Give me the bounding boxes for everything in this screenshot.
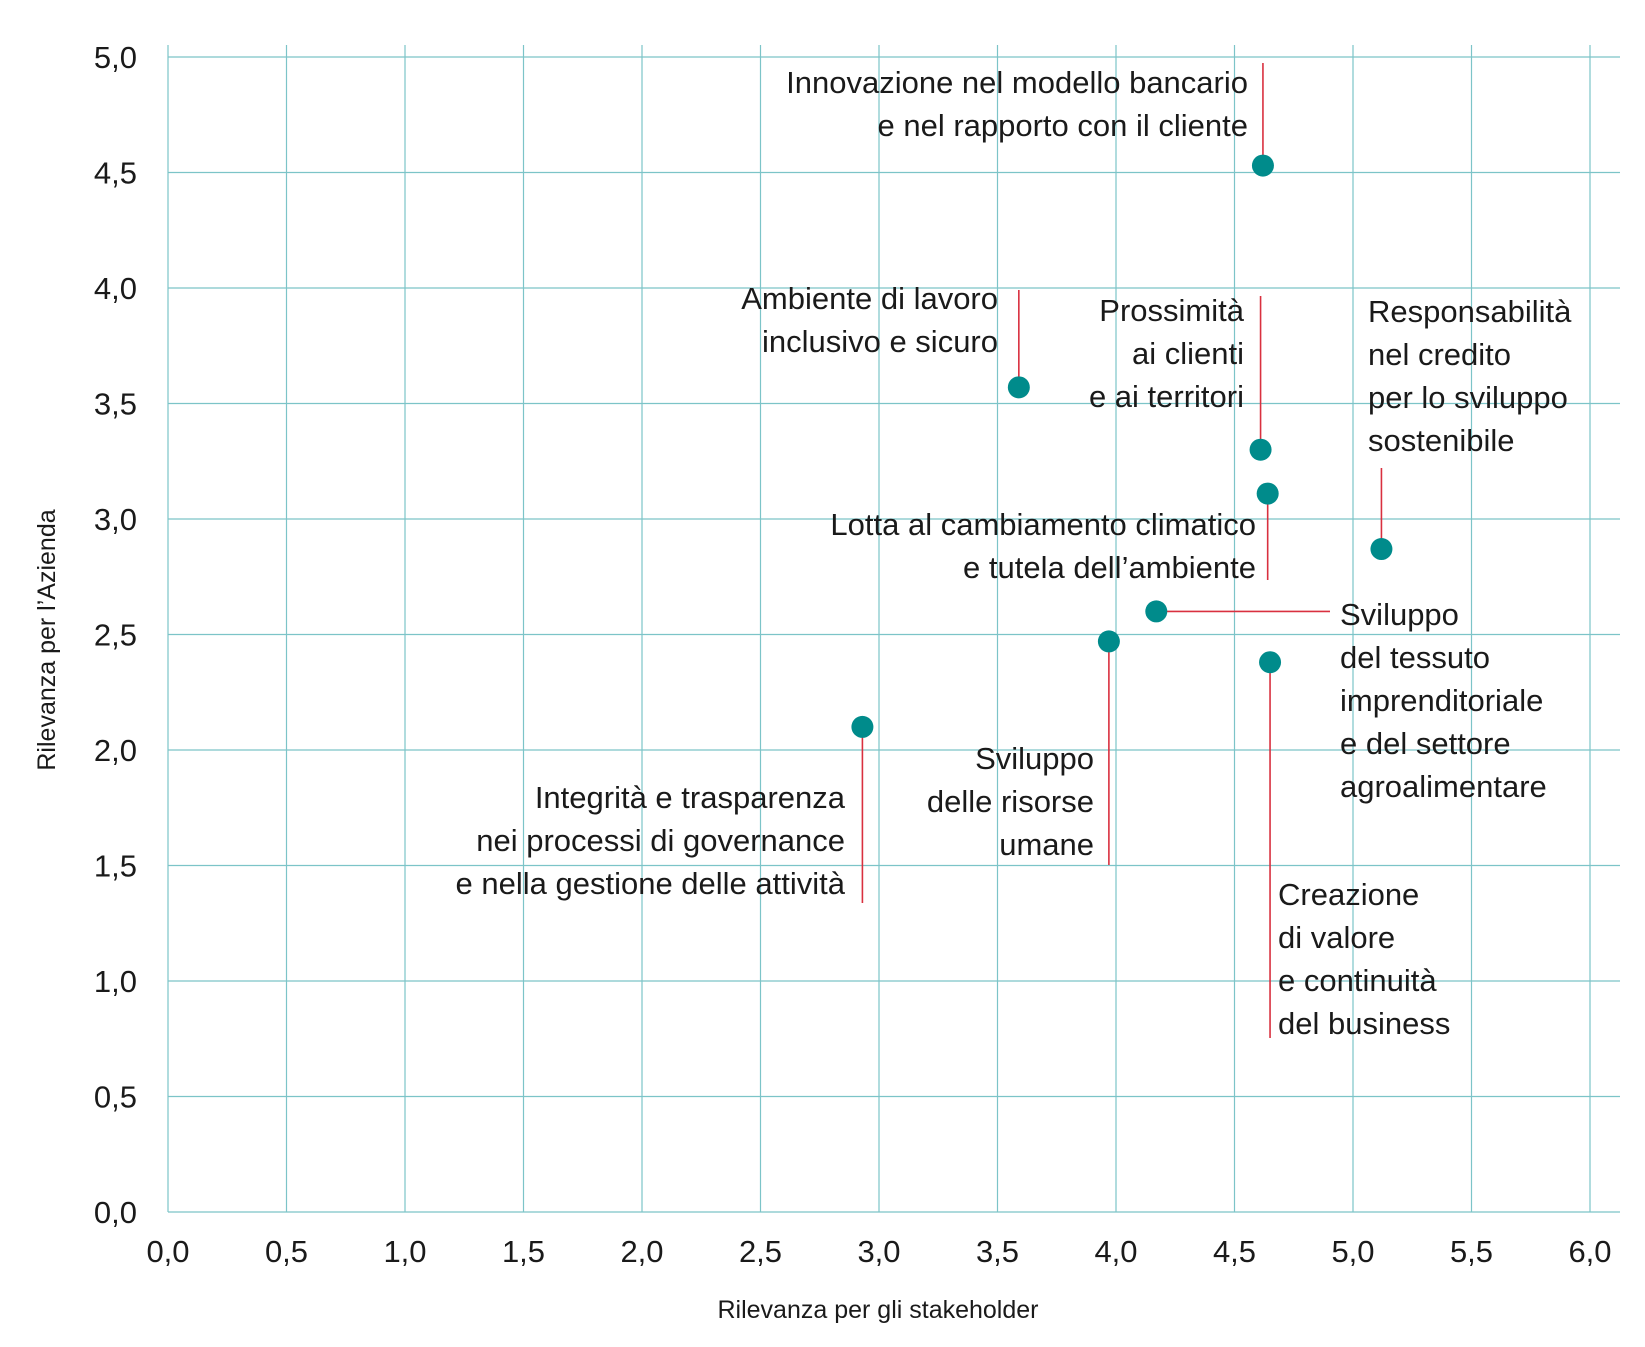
point-label-line: Responsabilità xyxy=(1368,294,1572,329)
point-label-line: sostenibile xyxy=(1368,423,1514,458)
y-axis-ticks: 0,0 0,5 1,0 1,5 2,0 2,5 3,0 3,5 4,0 4,5 5,0 xyxy=(94,40,137,1230)
y-tick-label: 4,5 xyxy=(94,156,137,191)
point-label: Creazione di valore e continuità del busine… xyxy=(1278,877,1450,1041)
point-label-line: agroalimentare xyxy=(1340,769,1547,804)
point-label-line: Sviluppo xyxy=(1340,597,1459,632)
point-label-line: nei processi di governance xyxy=(476,823,845,858)
data-point xyxy=(1259,651,1282,674)
point-label-line: e tutela dell’ambiente xyxy=(963,550,1256,585)
x-tick-label: 4,5 xyxy=(1213,1234,1256,1269)
y-tick-label: 4,0 xyxy=(94,271,137,306)
x-tick-label: 0,0 xyxy=(146,1234,189,1269)
x-tick-label: 0,5 xyxy=(265,1234,308,1269)
point-label-line: nel credito xyxy=(1368,337,1511,372)
x-tick-label: 6,0 xyxy=(1568,1234,1611,1269)
y-axis-title: Rilevanza per l’Azienda xyxy=(33,509,61,770)
point-label: Lotta al cambiamento climatico e tutela d… xyxy=(830,507,1256,585)
data-point xyxy=(1256,482,1279,505)
point-label-line: Creazione xyxy=(1278,877,1419,912)
x-axis-ticks: 0,0 0,5 1,0 1,5 2,0 2,5 3,0 3,5 4,0 4,5 5,0 5,5 6,0 xyxy=(146,1234,1611,1269)
point-label-line: Lotta al cambiamento climatico xyxy=(830,507,1256,542)
point-label-line: del business xyxy=(1278,1006,1450,1041)
y-tick-label: 1,0 xyxy=(94,964,137,999)
data-point xyxy=(1145,600,1168,623)
point-label-line: Innovazione nel modello bancario xyxy=(786,65,1248,100)
point-label: Prossimità ai clienti e ai territori xyxy=(1089,293,1245,414)
point-label-line: di valore xyxy=(1278,920,1395,955)
point-label-line: Ambiente di lavoro xyxy=(741,281,998,316)
point-label-line: ai clienti xyxy=(1132,336,1244,371)
y-tick-label: 2,5 xyxy=(94,618,137,653)
point-label-line: e del settore xyxy=(1340,726,1511,761)
point-label-line: del tessuto xyxy=(1340,640,1490,675)
grid xyxy=(167,45,1620,1213)
data-point xyxy=(1249,438,1272,461)
point-label-line: e nel rapporto con il cliente xyxy=(877,108,1248,143)
x-tick-label: 2,0 xyxy=(620,1234,663,1269)
point-label-line: imprenditoriale xyxy=(1340,683,1543,718)
data-point xyxy=(1370,538,1393,561)
point-label: Integrità e trasparenza nei processi di g… xyxy=(456,780,846,901)
y-tick-label: 2,0 xyxy=(94,733,137,768)
point-label: Sviluppo del tessuto imprenditoriale e del … xyxy=(1340,597,1547,804)
x-tick-label: 3,0 xyxy=(857,1234,900,1269)
point-label-line: inclusivo e sicuro xyxy=(762,324,998,359)
point-label: Ambiente di lavoro inclusivo e sicuro xyxy=(741,281,998,359)
x-tick-label: 3,5 xyxy=(976,1234,1019,1269)
y-tick-label: 3,5 xyxy=(94,387,137,422)
data-point xyxy=(851,715,874,738)
x-tick-label: 1,5 xyxy=(502,1234,545,1269)
point-label: Responsabilità nel credito per lo sviluppo… xyxy=(1368,294,1572,458)
point-label-line: Prossimità xyxy=(1099,293,1244,328)
x-tick-label: 5,0 xyxy=(1331,1234,1374,1269)
x-tick-label: 5,5 xyxy=(1450,1234,1493,1269)
point-label-line: delle risorse xyxy=(927,784,1094,819)
data-point xyxy=(1007,376,1030,399)
x-tick-label: 2,5 xyxy=(739,1234,782,1269)
x-tick-label: 1,0 xyxy=(383,1234,426,1269)
y-tick-label: 0,5 xyxy=(94,1080,137,1115)
x-axis-title: Rilevanza per gli stakeholder xyxy=(717,1296,1038,1324)
point-label-line: e continuità xyxy=(1278,963,1437,998)
y-tick-label: 0,0 xyxy=(94,1195,137,1230)
y-tick-label: 1,5 xyxy=(94,849,137,884)
data-point xyxy=(1251,154,1274,177)
data-points xyxy=(851,154,1393,738)
x-tick-label: 4,0 xyxy=(1094,1234,1137,1269)
point-label-line: e nella gestione delle attività xyxy=(456,866,846,901)
data-point xyxy=(1097,630,1120,653)
y-tick-label: 3,0 xyxy=(94,502,137,537)
point-labels: Innovazione nel modello bancario e nel ra… xyxy=(456,65,1573,1041)
point-label-line: Sviluppo xyxy=(975,741,1094,776)
point-label-line: Integrità e trasparenza xyxy=(535,780,846,815)
point-label: Innovazione nel modello bancario e nel ra… xyxy=(786,65,1248,143)
point-label-line: per lo sviluppo xyxy=(1368,380,1568,415)
leader-lines xyxy=(861,63,1383,1038)
point-label-line: umane xyxy=(999,827,1094,862)
point-label-line: e ai territori xyxy=(1089,379,1244,414)
point-label: Sviluppo delle risorse umane xyxy=(927,741,1094,862)
y-tick-label: 5,0 xyxy=(94,40,137,75)
